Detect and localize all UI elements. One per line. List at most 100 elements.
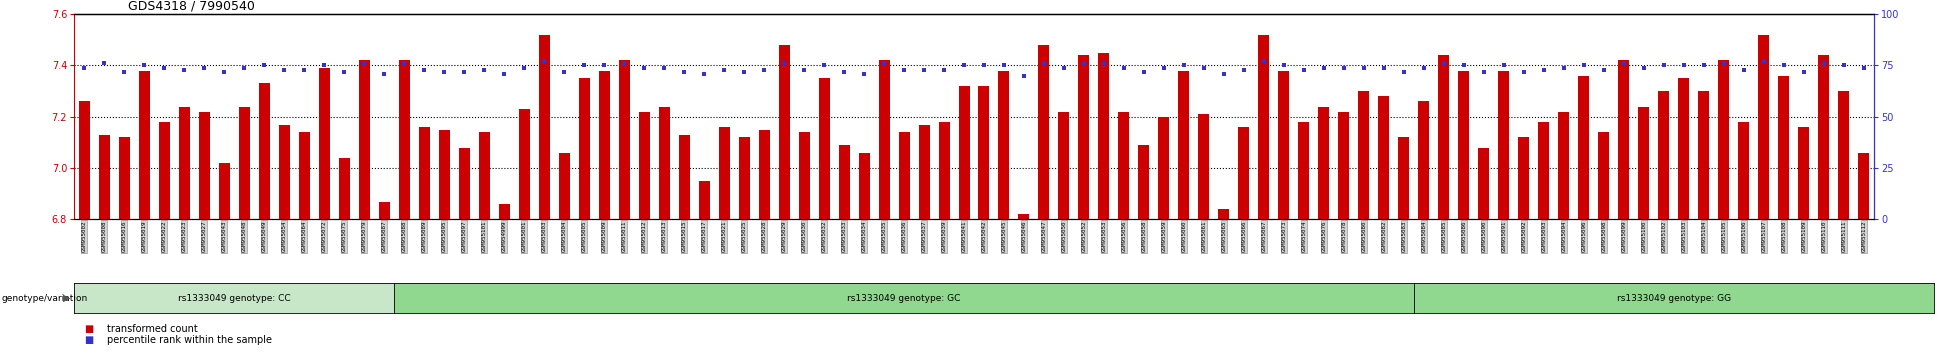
Point xyxy=(1689,63,1720,68)
Point xyxy=(908,67,939,73)
Bar xyxy=(1718,61,1730,219)
Bar xyxy=(1019,215,1029,219)
Bar xyxy=(738,137,750,219)
Point xyxy=(1288,67,1319,73)
Point xyxy=(668,69,699,74)
Bar xyxy=(1299,122,1309,219)
Point xyxy=(68,65,99,70)
Bar xyxy=(518,109,530,219)
Bar xyxy=(1219,209,1229,219)
Bar xyxy=(119,137,129,219)
Bar xyxy=(598,71,610,219)
Point xyxy=(528,58,559,64)
Bar xyxy=(1459,71,1469,219)
Bar xyxy=(999,71,1009,219)
Point xyxy=(388,61,419,66)
Point xyxy=(588,63,619,68)
Bar xyxy=(1699,91,1710,219)
Text: percentile rank within the sample: percentile rank within the sample xyxy=(107,335,273,345)
Bar xyxy=(1239,127,1249,219)
Point xyxy=(269,67,300,73)
Bar xyxy=(1358,91,1369,219)
Bar xyxy=(1759,35,1769,219)
Point xyxy=(429,69,460,74)
Point xyxy=(148,65,179,70)
Point xyxy=(1469,69,1500,74)
Text: rs1333049 genotype: CC: rs1333049 genotype: CC xyxy=(177,294,290,303)
Bar xyxy=(438,130,450,219)
Bar xyxy=(898,132,910,219)
Bar xyxy=(978,86,990,219)
Text: rs1333049 genotype: GG: rs1333049 genotype: GG xyxy=(1617,294,1732,303)
Bar xyxy=(279,125,290,219)
Point xyxy=(768,61,799,66)
Point xyxy=(1549,65,1580,70)
Bar xyxy=(658,107,670,219)
Point xyxy=(109,69,140,74)
Bar xyxy=(319,68,329,219)
Bar xyxy=(699,181,709,219)
Point xyxy=(409,67,440,73)
Bar xyxy=(1399,137,1410,219)
Bar xyxy=(1118,112,1130,219)
Point xyxy=(1048,65,1079,70)
Bar xyxy=(1138,145,1149,219)
Point xyxy=(1588,67,1619,73)
Bar xyxy=(1379,96,1389,219)
Point xyxy=(988,63,1019,68)
Point xyxy=(1029,61,1060,66)
Text: ■: ■ xyxy=(84,324,94,334)
Point xyxy=(308,63,339,68)
Point xyxy=(1367,65,1399,70)
Bar xyxy=(399,61,409,219)
Point xyxy=(1728,67,1759,73)
Bar xyxy=(818,78,830,219)
Point xyxy=(228,65,259,70)
Point xyxy=(828,69,859,74)
Bar xyxy=(1258,35,1270,219)
Text: genotype/variation: genotype/variation xyxy=(2,294,88,303)
Bar xyxy=(499,204,510,219)
Point xyxy=(688,71,719,76)
Bar xyxy=(939,122,949,219)
Point xyxy=(468,67,499,73)
Bar xyxy=(1858,153,1870,219)
Point xyxy=(949,63,980,68)
Bar xyxy=(1319,107,1329,219)
Point xyxy=(129,63,160,68)
Bar xyxy=(199,112,210,219)
Point xyxy=(1609,61,1640,66)
Point xyxy=(1808,61,1839,66)
Bar xyxy=(1418,102,1430,219)
Point xyxy=(1788,69,1819,74)
Bar xyxy=(1539,122,1549,219)
Bar xyxy=(799,132,810,219)
Bar xyxy=(919,125,929,219)
Point xyxy=(849,71,880,76)
Point xyxy=(208,69,240,74)
Point xyxy=(249,63,281,68)
Text: GDS4318 / 7990540: GDS4318 / 7990540 xyxy=(129,0,255,13)
Point xyxy=(808,63,840,68)
Bar xyxy=(1519,137,1529,219)
Point xyxy=(1128,69,1159,74)
Point xyxy=(629,65,660,70)
Point xyxy=(1488,63,1519,68)
Bar xyxy=(779,45,789,219)
Bar xyxy=(458,148,469,219)
Point xyxy=(888,67,919,73)
Point xyxy=(189,65,220,70)
Bar xyxy=(1798,127,1810,219)
Point xyxy=(1309,65,1340,70)
Point xyxy=(368,71,399,76)
Point xyxy=(1068,61,1099,66)
Point xyxy=(929,67,960,73)
Bar xyxy=(1679,78,1689,219)
Bar xyxy=(1198,114,1210,219)
Point xyxy=(508,65,540,70)
Point xyxy=(1108,65,1140,70)
Bar xyxy=(1438,55,1449,219)
Text: rs1333049 genotype: GC: rs1333049 genotype: GC xyxy=(847,294,960,303)
Bar xyxy=(1498,71,1510,219)
Bar xyxy=(99,135,109,219)
